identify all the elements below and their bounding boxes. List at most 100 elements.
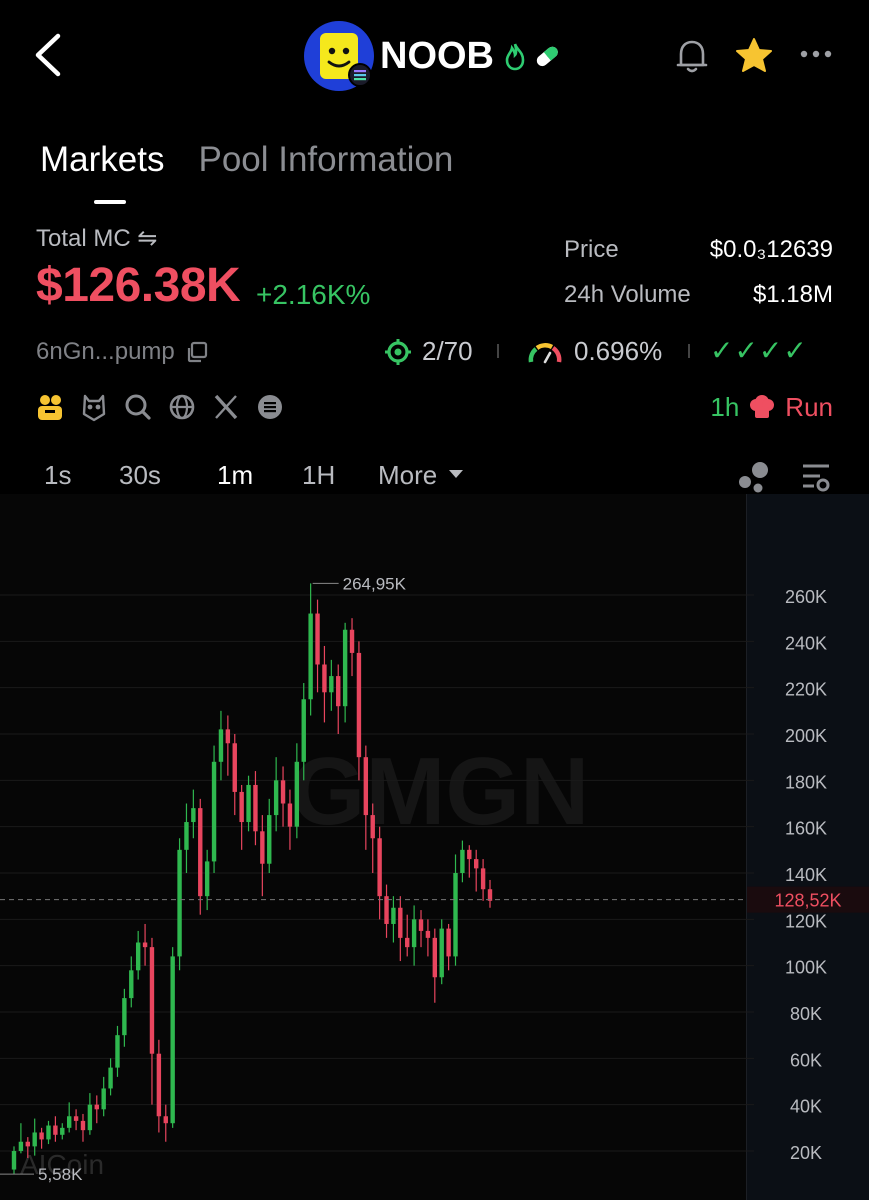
candle-body: [363, 757, 369, 816]
total-mc-label[interactable]: Total MC ⇋: [36, 225, 158, 252]
aicoin-watermark: AICoin: [20, 1149, 104, 1180]
candle-body: [232, 743, 237, 792]
candle-body: [370, 815, 375, 839]
solscan-icon[interactable]: [256, 392, 284, 422]
timeframe-1m[interactable]: 1m: [217, 460, 254, 490]
candle-body: [225, 729, 231, 744]
y-tick-label: 200K: [785, 726, 827, 746]
target-icon: [385, 338, 411, 365]
timeframe-1s[interactable]: 1s: [44, 460, 72, 490]
app-header: NOOB: [0, 0, 869, 115]
candle-body: [342, 629, 348, 707]
community-icon[interactable]: [36, 392, 64, 422]
candle-body: [432, 937, 438, 978]
candle-body: [418, 919, 424, 931]
candle-body: [384, 896, 389, 924]
bell-icon[interactable]: [674, 36, 710, 76]
chef-hat-icon: [750, 394, 775, 418]
candle-body: [446, 928, 451, 957]
more-label: More: [378, 460, 438, 490]
candle-body: [349, 629, 355, 653]
token-avatar: [304, 21, 374, 91]
address-text: 6nGn...pump: [36, 338, 175, 365]
candle-body: [198, 808, 203, 897]
indicators-icon[interactable]: [736, 460, 772, 494]
timeframe-1h[interactable]: 1H: [302, 460, 336, 490]
mc-change: +2.16K%: [256, 279, 371, 310]
candle-body: [122, 998, 127, 1036]
y-tick-label: 180K: [785, 772, 827, 792]
run-label: Run: [785, 392, 833, 422]
search-icon[interactable]: [124, 392, 152, 422]
y-tick-label: 120K: [785, 911, 827, 931]
candle-body: [129, 970, 134, 999]
candle-body: [66, 1116, 72, 1128]
candle-body: [425, 930, 431, 938]
current-price-label: 128,52K: [774, 891, 841, 911]
candle-body: [267, 815, 272, 864]
candle-body: [246, 784, 251, 823]
noob-face-icon: [320, 33, 358, 79]
candle-body: [308, 613, 313, 700]
y-tick-label: 140K: [785, 865, 827, 885]
x-twitter-icon[interactable]: [212, 392, 240, 422]
y-tick-label: 220K: [785, 680, 827, 700]
tab-markets[interactable]: Markets: [40, 140, 165, 179]
candle-body: [439, 928, 444, 978]
chart-canvas[interactable]: GMGN AICoin 260K 240K 220K 200K 180K 160K 140K…: [0, 494, 869, 1200]
candle-body: [32, 1132, 37, 1147]
candle-body: [287, 803, 293, 827]
dev-status: 1h Run: [710, 392, 833, 423]
tab-pool-information[interactable]: Pool Information: [198, 140, 454, 179]
max-price-label: 264,95K: [343, 574, 407, 593]
candle-body: [294, 761, 300, 827]
timeframe-30s[interactable]: 30s: [119, 460, 161, 490]
back-icon[interactable]: [28, 30, 68, 80]
y-axis-panel: [746, 494, 869, 1200]
dev-owl-icon[interactable]: [80, 392, 108, 422]
candle-body: [398, 907, 403, 938]
globe-icon[interactable]: [168, 392, 196, 422]
y-tick-label: 80K: [790, 1004, 822, 1024]
token-header[interactable]: NOOB: [304, 20, 562, 92]
gauge-icon: [528, 342, 562, 363]
star-icon[interactable]: [734, 36, 774, 76]
candle-body: [108, 1067, 113, 1089]
security-checks[interactable]: ✓✓✓✓: [710, 335, 808, 366]
price-label: Price: [564, 236, 619, 263]
pill-icon: [536, 46, 558, 67]
candle-body: [101, 1088, 106, 1110]
price-chart[interactable]: GMGN AICoin 260K 240K 220K 200K 180K 160K 140K…: [0, 494, 869, 1200]
more-icon[interactable]: [798, 36, 834, 76]
candle-body: [391, 907, 396, 924]
timeframe-bar: 1s 30s 1m 1H More: [0, 460, 869, 494]
top-share-value: 0.696%: [574, 336, 663, 366]
y-tick-label: 260K: [785, 587, 827, 607]
candle-body: [322, 664, 327, 693]
stat-divider: [497, 344, 499, 358]
timeframe-more[interactable]: More: [378, 460, 464, 491]
candle-body: [39, 1132, 44, 1140]
candle-body: [329, 676, 334, 693]
volume-value: $1.18M: [752, 281, 833, 308]
y-tick-label: 60K: [790, 1050, 822, 1070]
copy-icon[interactable]: [185, 340, 209, 364]
candle-body: [191, 808, 196, 823]
candle-body: [218, 729, 224, 762]
candle-body: [115, 1035, 120, 1068]
tab-bar: Markets Pool Information: [40, 140, 453, 180]
candle-body: [170, 956, 175, 1124]
flame-icon: [505, 43, 525, 71]
total-mc-value: $126.38K: [36, 259, 241, 312]
candle-body: [60, 1127, 65, 1135]
candle-body: [273, 780, 279, 816]
price-value: $0.0₃12639: [709, 236, 833, 263]
holders-value: 2/70: [422, 336, 473, 366]
chart-settings-icon[interactable]: [800, 460, 832, 494]
candle-body: [253, 784, 258, 832]
social-links: [36, 392, 284, 422]
caret-down-icon: [449, 470, 464, 478]
candle-body: [163, 1116, 168, 1124]
stat-divider: [688, 344, 690, 358]
contract-address[interactable]: 6nGn...pump: [36, 338, 209, 366]
